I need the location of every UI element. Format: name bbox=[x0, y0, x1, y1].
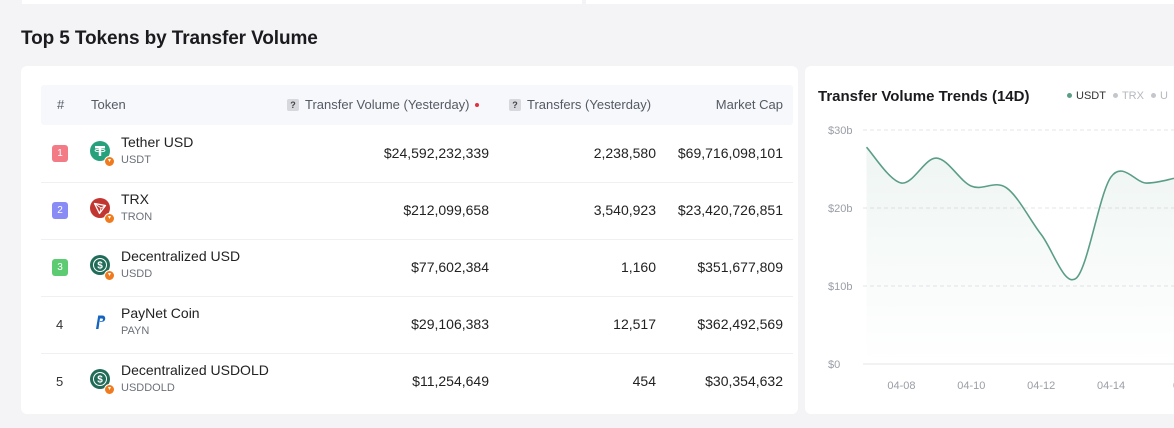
svg-text:$: $ bbox=[97, 261, 103, 272]
series-area bbox=[866, 147, 1174, 364]
table-header: # Token ? Transfer Volume (Yesterday) ? Tr… bbox=[41, 85, 793, 125]
tron-network-badge-icon: ▾ bbox=[104, 270, 115, 281]
token-name-link[interactable]: PayNet Coin bbox=[121, 305, 200, 321]
transfer-volume-value: $29,106,383 bbox=[411, 316, 489, 332]
token-name-link[interactable]: Tether USD bbox=[121, 134, 194, 150]
rank-number: 4 bbox=[56, 317, 64, 332]
x-tick-label: 04-14 bbox=[1097, 380, 1125, 392]
table-row[interactable]: 3 $ ▾ Decentralized USD USDD $77,602,384 1,160… bbox=[41, 239, 793, 297]
header-rank: # bbox=[57, 97, 65, 112]
transfer-volume-value: $11,254,649 bbox=[412, 373, 489, 389]
token-symbol: TRON bbox=[121, 211, 153, 223]
table-row[interactable]: 5 $ ▾ Decentralized USDOLD USDDOLD $11,254,64… bbox=[41, 353, 793, 410]
paynet-icon[interactable] bbox=[90, 312, 110, 332]
rank-number: 5 bbox=[56, 374, 64, 389]
table-row[interactable]: 1 ▾ Tether USD USDT $24,592,232,339 2,238,580… bbox=[41, 125, 793, 183]
token-symbol: USDT bbox=[121, 154, 151, 166]
market-cap-value: $23,420,726,851 bbox=[677, 202, 783, 218]
token-symbol: USDD bbox=[121, 268, 153, 280]
header-volume[interactable]: ? Transfer Volume (Yesterday) bbox=[287, 85, 479, 125]
market-cap-value: $362,492,569 bbox=[697, 316, 783, 332]
chart-title: Transfer Volume Trends (14D) bbox=[818, 88, 1030, 105]
tether-icon[interactable] bbox=[90, 141, 110, 161]
transfers-count-value: 12,517 bbox=[613, 316, 656, 332]
tron-network-badge-icon: ▾ bbox=[104, 213, 115, 224]
header-transfers[interactable]: ? Transfers (Yesterday) bbox=[509, 85, 651, 125]
legend-label: USDT bbox=[1076, 90, 1106, 102]
transfers-count-value: 2,238,580 bbox=[593, 145, 656, 161]
usddold-icon[interactable]: $ bbox=[90, 369, 110, 389]
market-cap-value: $30,354,632 bbox=[705, 373, 783, 389]
token-name-link[interactable]: TRX bbox=[121, 191, 149, 207]
chart-legend: USDT TRX U bbox=[1067, 90, 1174, 102]
transfers-count-value: 3,540,923 bbox=[593, 202, 656, 218]
legend-label: U bbox=[1159, 90, 1168, 102]
token-name-link[interactable]: Decentralized USD bbox=[121, 248, 241, 264]
legend-item[interactable]: TRX bbox=[1112, 90, 1144, 102]
table-row[interactable]: 2 ▾ TRX TRON $212,099,658 3,540,923 $23,420,72… bbox=[41, 182, 793, 240]
token-name-link[interactable]: Decentralized USDOLD bbox=[121, 362, 269, 378]
y-tick-label: $30b bbox=[828, 125, 852, 137]
transfer-volume-value: $24,592,232,339 bbox=[383, 145, 489, 161]
legend-dot-icon bbox=[1067, 93, 1072, 98]
y-tick-label: $20b bbox=[828, 203, 852, 215]
legend-item[interactable]: USDT bbox=[1067, 90, 1106, 102]
tron-icon[interactable] bbox=[90, 198, 110, 218]
tokens-table-card: # Token ? Transfer Volume (Yesterday) ? Tr… bbox=[21, 66, 798, 414]
sort-indicator-icon bbox=[474, 103, 479, 107]
token-symbol: USDDOLD bbox=[121, 382, 175, 394]
rank-badge: 2 bbox=[52, 202, 68, 219]
token-symbol: PAYN bbox=[121, 325, 150, 337]
x-tick-label: 04-08 bbox=[887, 380, 915, 392]
usdd-icon[interactable]: $ bbox=[90, 255, 110, 275]
header-market-cap[interactable]: Market Cap bbox=[715, 97, 783, 112]
header-transfers-label: Transfers (Yesterday) bbox=[527, 97, 652, 112]
rank-badge: 3 bbox=[52, 259, 68, 276]
svg-text:$: $ bbox=[97, 375, 103, 386]
legend-label: TRX bbox=[1121, 90, 1144, 102]
help-icon[interactable]: ? bbox=[287, 99, 299, 111]
rank-badge: 1 bbox=[52, 145, 68, 162]
x-tick-label: 04-10 bbox=[957, 380, 985, 392]
help-icon[interactable]: ? bbox=[509, 99, 521, 111]
legend-dot-icon bbox=[1150, 93, 1156, 98]
y-tick-label: $10b bbox=[828, 281, 852, 293]
series-line-usdt[interactable] bbox=[865, 146, 1174, 281]
transfer-volume-value: $212,099,658 bbox=[403, 202, 489, 218]
transfers-count-value: 1,160 bbox=[620, 259, 656, 275]
legend-dot-icon bbox=[1112, 93, 1118, 98]
x-tick-label: 04-12 bbox=[1027, 380, 1055, 392]
transfer-volume-value: $77,602,384 bbox=[411, 259, 489, 275]
market-cap-value: $69,716,098,101 bbox=[677, 145, 783, 161]
transfers-count-value: 454 bbox=[632, 373, 656, 389]
legend-item[interactable]: U bbox=[1150, 90, 1168, 102]
tron-network-badge-icon: ▾ bbox=[104, 384, 115, 395]
tron-network-badge-icon: ▾ bbox=[104, 156, 115, 167]
table-row[interactable]: 4 PayNet Coin PAYN $29,106,383 12,517 $362,49… bbox=[41, 296, 793, 354]
top-card-strip bbox=[22, 0, 1174, 4]
header-volume-label: Transfer Volume (Yesterday) bbox=[305, 97, 470, 112]
market-cap-value: $351,677,809 bbox=[697, 259, 783, 275]
section-title: Top 5 Tokens by Transfer Volume bbox=[21, 28, 318, 49]
header-token: Token bbox=[91, 97, 126, 112]
y-tick-label: $0 bbox=[828, 359, 840, 371]
